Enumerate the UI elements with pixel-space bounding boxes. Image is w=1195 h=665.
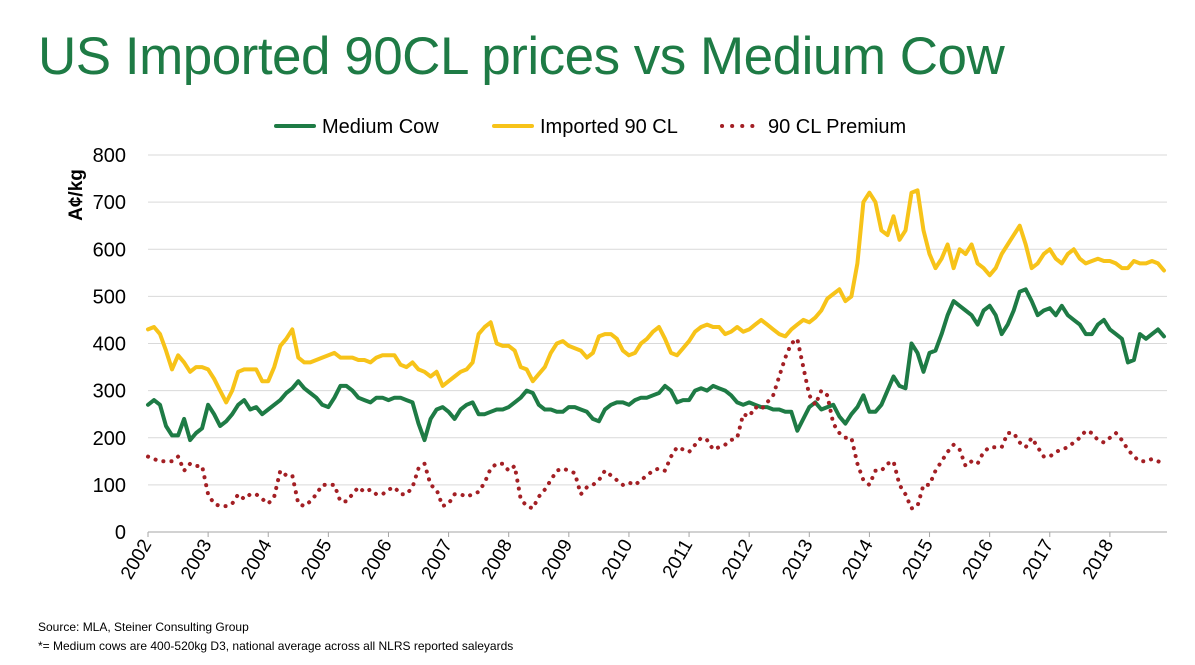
legend: Medium Cow Imported 90 CL 90 CL Premium — [274, 116, 906, 138]
page-title: US Imported 90CL prices vs Medium Cow — [38, 27, 1005, 86]
legend-label-medium-cow: Medium Cow — [322, 116, 439, 138]
y-tick-label-300: 300 — [93, 381, 126, 403]
y-tick-label-800: 800 — [93, 145, 126, 167]
x-tick-label-2014: 2014 — [838, 536, 878, 583]
x-tick-label-2012: 2012 — [718, 536, 757, 583]
footnote: *= Medium cows are 400-520kg D3, nationa… — [38, 639, 514, 653]
x-tick-label-2016: 2016 — [959, 536, 998, 583]
y-tick-label-0: 0 — [115, 522, 126, 544]
y-tick-label-500: 500 — [93, 286, 126, 308]
y-axis-title: A¢/kg — [66, 169, 87, 221]
y-tick-label-700: 700 — [93, 192, 126, 214]
x-tick-label-2003: 2003 — [177, 536, 216, 583]
x-tick-label-2004: 2004 — [237, 536, 277, 583]
x-tick-label-2013: 2013 — [778, 536, 817, 583]
series-line-imported-90-cl — [146, 188, 1166, 405]
source-note: Source: MLA, Steiner Consulting Group — [38, 620, 249, 634]
gridlines — [148, 154, 1167, 533]
x-tick-label-2009: 2009 — [538, 536, 577, 583]
legend-label-imported-90-cl: Imported 90 CL — [540, 116, 678, 138]
series-group — [146, 188, 1166, 511]
x-tick-label-2018: 2018 — [1079, 536, 1118, 583]
legend-label-90-cl-premium: 90 CL Premium — [768, 116, 906, 138]
x-tick-label-2008: 2008 — [478, 536, 517, 583]
y-tick-label-600: 600 — [93, 239, 126, 261]
y-tick-label-400: 400 — [93, 334, 126, 356]
x-tick-label-2005: 2005 — [297, 536, 336, 583]
x-tick-label-2010: 2010 — [598, 536, 637, 583]
series-line-medium-cow — [146, 287, 1166, 443]
y-axis-ticks: 0 100 200 300 400 500 600 700 800 — [93, 145, 126, 544]
x-tick-label-2007: 2007 — [418, 536, 457, 583]
x-axis-ticks: 2002 2003 2004 2005 2006 2007 2008 2009 2010 2011… — [117, 532, 1118, 583]
x-tick-label-2011: 2011 — [659, 536, 698, 582]
series-line-90-cl-premium — [146, 336, 1166, 511]
x-tick-label-2017: 2017 — [1019, 536, 1058, 583]
x-tick-label-2006: 2006 — [357, 536, 396, 583]
y-tick-label-200: 200 — [93, 428, 126, 450]
x-tick-label-2015: 2015 — [899, 536, 938, 583]
y-tick-label-100: 100 — [93, 475, 126, 497]
